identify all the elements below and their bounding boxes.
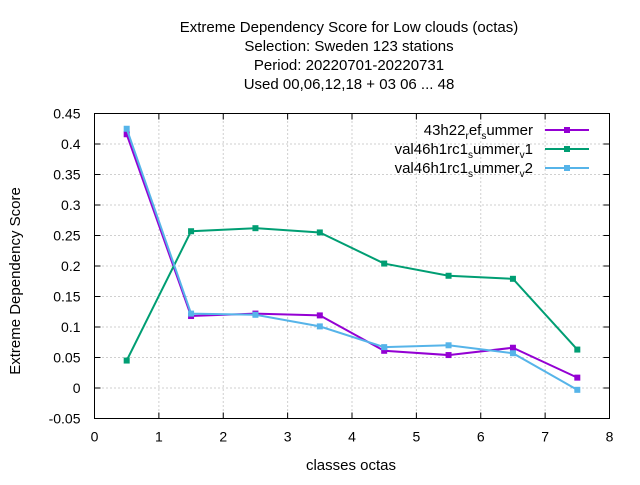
y-tick-label: 0.1 — [61, 319, 81, 335]
y-tick-label: 0.3 — [61, 197, 81, 213]
title-line: Period: 20220701-20220731 — [254, 57, 444, 74]
data-point — [123, 131, 130, 138]
legend-marker — [564, 127, 570, 133]
series-group — [123, 125, 581, 393]
x-tick-label: 2 — [219, 429, 227, 445]
chart-title: Extreme Dependency Score for Low clouds … — [180, 19, 519, 93]
x-tick-label: 7 — [541, 429, 549, 445]
legend-label: 43h22refsummer — [424, 122, 533, 142]
legend-marker — [564, 165, 570, 171]
data-point — [509, 350, 516, 357]
data-point — [509, 344, 516, 351]
data-point — [445, 272, 452, 279]
series-line — [125, 133, 578, 379]
data-point — [188, 228, 195, 235]
data-point — [381, 260, 388, 267]
x-tick-label: 0 — [91, 429, 99, 445]
x-axis: 0 1 2 3 4 5 6 7 8 — [91, 113, 614, 445]
x-tick-label: 4 — [348, 429, 356, 445]
data-point — [445, 352, 452, 359]
data-point — [574, 374, 581, 381]
x-axis-label: classes octas — [306, 457, 396, 474]
series-line — [125, 227, 579, 361]
data-point — [381, 347, 388, 354]
y-tick-label: 0 — [73, 380, 81, 396]
data-point — [574, 386, 581, 393]
series-line — [125, 128, 578, 391]
data-point — [252, 225, 259, 232]
legend: 43h22refsummerval46h1rc1summerv1val46h1r… — [395, 122, 589, 180]
data-point — [381, 344, 388, 351]
y-tick-label: 0.45 — [53, 106, 80, 122]
data-point — [123, 357, 130, 364]
y-tick-label: 0.05 — [53, 350, 80, 366]
x-tick-label: 8 — [606, 429, 614, 445]
y-tick-label: 0.15 — [53, 289, 80, 305]
data-point — [316, 323, 323, 330]
title-line: Extreme Dependency Score for Low clouds … — [180, 19, 519, 36]
y-axis-label: Extreme Dependency Score — [7, 187, 24, 375]
data-point — [316, 229, 323, 236]
data-point — [188, 310, 195, 317]
data-point — [509, 275, 516, 282]
grid — [94, 113, 610, 419]
y-tick-label: 0.4 — [61, 136, 81, 152]
y-tick-label: 0.25 — [53, 228, 80, 244]
data-point — [316, 312, 323, 319]
data-point — [445, 342, 452, 349]
x-tick-label: 6 — [477, 429, 485, 445]
x-tick-label: 1 — [155, 429, 163, 445]
title-line: Used 00,06,12,18 + 03 06 ... 48 — [244, 76, 455, 93]
x-tick-label: 5 — [412, 429, 420, 445]
legend-label: val46h1rc1summerv2 — [395, 160, 533, 180]
data-point — [252, 311, 259, 318]
title-line: Selection: Sweden 123 stations — [244, 38, 453, 55]
x-tick-label: 3 — [284, 429, 292, 445]
y-tick-label: -0.05 — [49, 411, 81, 427]
y-tick-label: 0.2 — [61, 258, 81, 274]
data-point — [123, 125, 130, 132]
legend-label: val46h1rc1summerv1 — [395, 141, 533, 161]
data-point — [574, 346, 581, 353]
y-tick-label: 0.35 — [53, 167, 80, 183]
legend-marker — [564, 146, 570, 152]
y-axis: -0.05 0 0.05 0.1 0.15 0.2 0.25 0.3 0.35 0.4 0.45 — [49, 106, 610, 427]
